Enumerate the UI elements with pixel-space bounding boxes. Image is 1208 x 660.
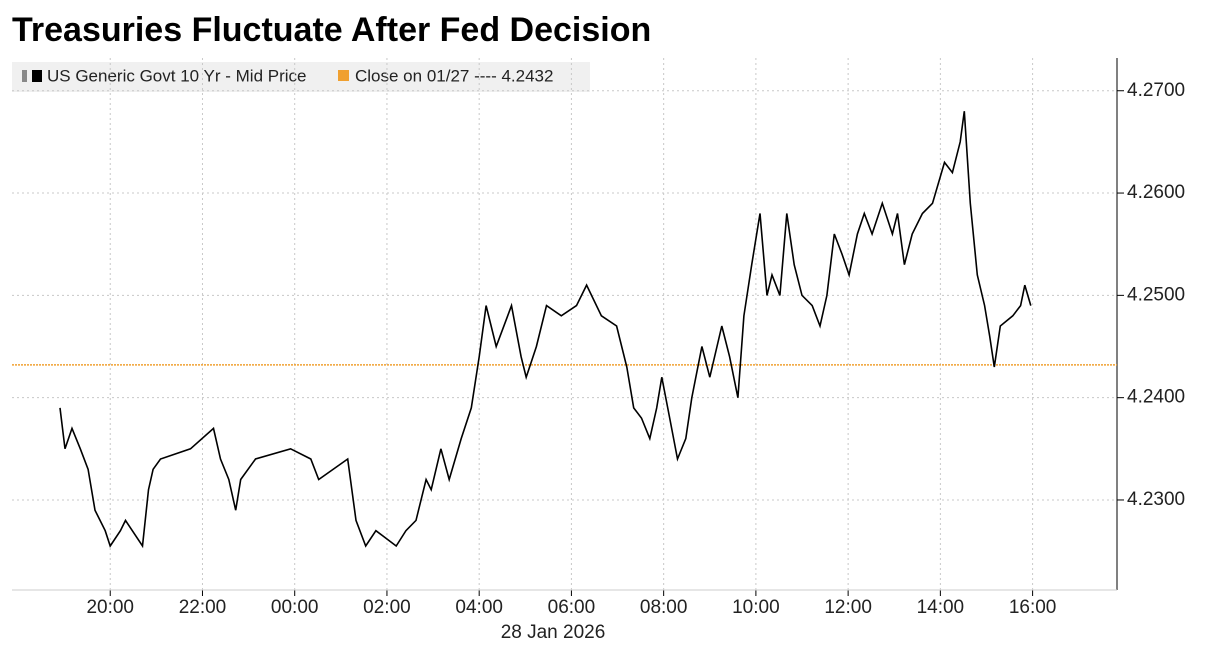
chart-title: Treasuries Fluctuate After Fed Decision	[12, 11, 651, 49]
x-tick-label: 00:00	[271, 597, 319, 618]
x-tick-label: 20:00	[86, 597, 134, 618]
legend-label: US Generic Govt 10 Yr - Mid Price	[47, 66, 307, 85]
legend-label: Close on 01/27 ---- 4.2432	[355, 66, 553, 85]
y-tick-label: 4.2500	[1127, 284, 1185, 305]
x-tick-label: 16:00	[1009, 597, 1057, 618]
x-annotation: 28 Jan 2026	[501, 622, 606, 643]
x-tick-label: 06:00	[548, 597, 596, 618]
y-tick-label: 4.2300	[1127, 489, 1185, 510]
x-tick-label: 02:00	[363, 597, 411, 618]
y-tick-label: 4.2700	[1127, 80, 1185, 101]
price-line	[59, 111, 1032, 549]
x-tick-label: 08:00	[640, 597, 688, 618]
y-tick-label: 4.2600	[1127, 182, 1185, 203]
x-tick-label: 12:00	[824, 597, 872, 618]
x-tick-label: 10:00	[732, 597, 780, 618]
legend-icon	[22, 70, 27, 82]
x-tick-label: 14:00	[917, 597, 965, 618]
legend-swatch	[32, 70, 42, 82]
x-tick-label: 04:00	[455, 597, 503, 618]
x-tick-label: 22:00	[179, 597, 227, 618]
legend-swatch	[338, 70, 349, 81]
legend-box	[12, 62, 590, 92]
y-tick-label: 4.2400	[1127, 387, 1185, 408]
